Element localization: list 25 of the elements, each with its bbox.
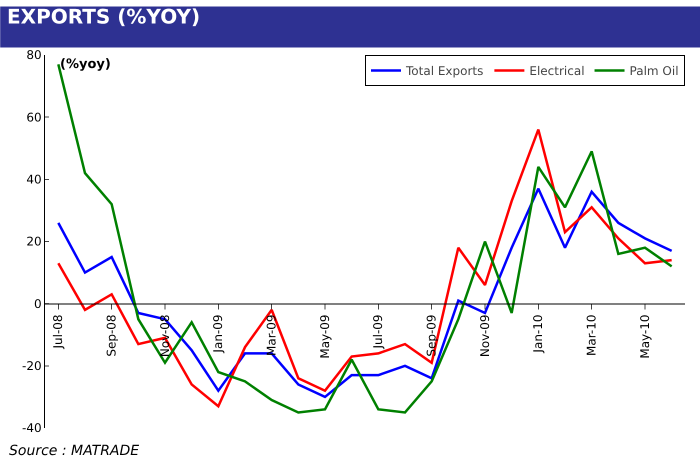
y-tick-label: 80	[26, 48, 42, 62]
x-tick-label: Mar-09	[264, 314, 279, 356]
x-tick-label: Jul-08	[51, 314, 66, 350]
y-tick-label: 40	[26, 172, 42, 187]
x-tick-label: Nov-08	[158, 314, 172, 358]
y-tick-label: 0	[34, 296, 42, 311]
x-tick-label: Jul-09	[371, 314, 386, 350]
x-tick-label: Jan-09	[211, 314, 226, 354]
y-tick-label: -40	[22, 421, 42, 436]
y-tick-label: -20	[22, 359, 42, 374]
x-tick-label: Mar-10	[584, 314, 599, 356]
x-tick-label: May-09	[318, 314, 332, 359]
x-tick-label: Jan-10	[531, 314, 546, 354]
x-tick-label: May-10	[638, 314, 652, 359]
y-tick-label: 20	[26, 234, 42, 249]
source-note: Source : MATRADE	[9, 443, 140, 459]
x-tick-label: Sep-09	[424, 314, 439, 357]
y-axis-title: (%yoy)	[60, 57, 111, 72]
legend-label: Palm Oil	[630, 64, 679, 78]
x-tick-label: Nov-09	[478, 314, 492, 358]
chart-title: EXPORTS (%YOY)	[7, 4, 200, 29]
x-tick-label: Sep-08	[104, 314, 119, 357]
legend-label: Total Exports	[405, 64, 484, 78]
legend-label: Electrical	[529, 64, 585, 78]
y-tick-label: 60	[26, 110, 42, 124]
